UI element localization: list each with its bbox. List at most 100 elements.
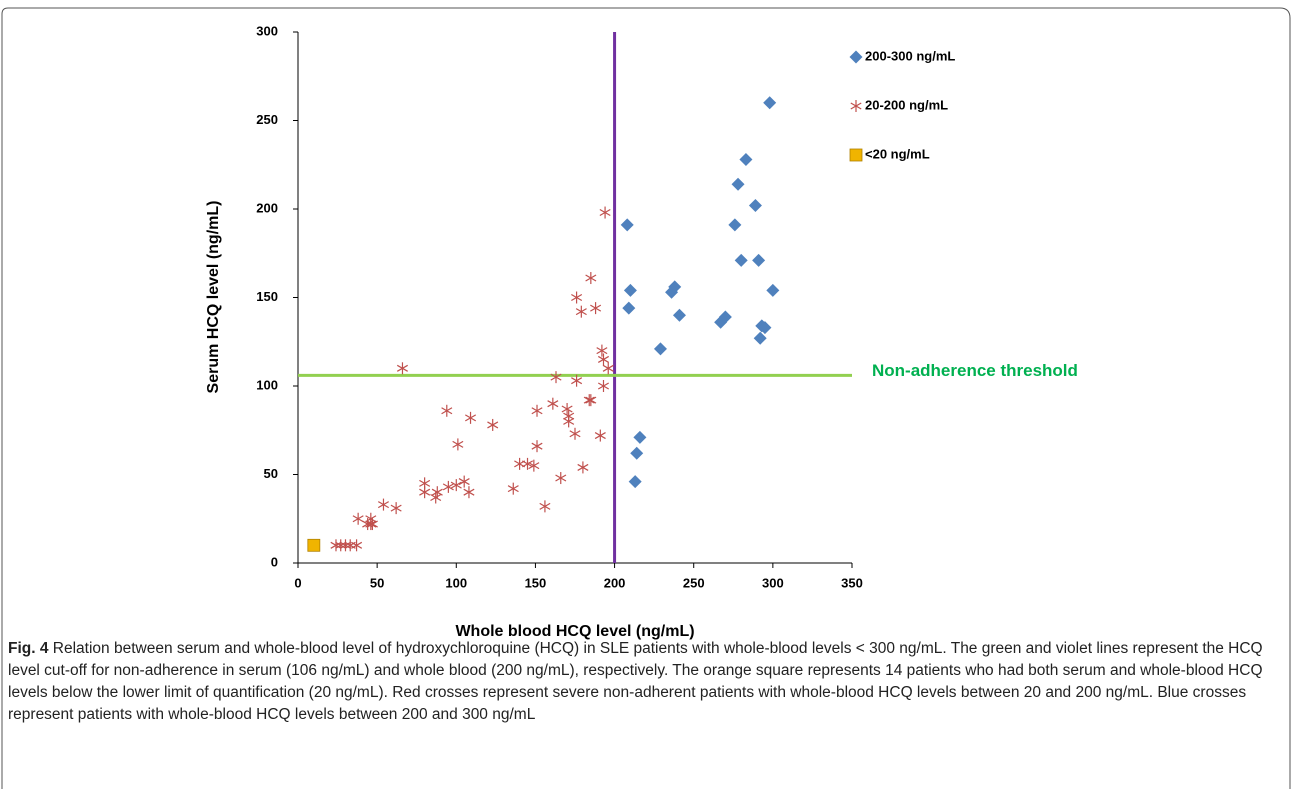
marker-stroke: [569, 430, 581, 438]
data-point: [339, 539, 352, 552]
data-point: [487, 418, 499, 431]
x-tick-label: 0: [294, 575, 301, 590]
x-tick-label: 300: [762, 575, 784, 590]
data-point: [571, 291, 583, 304]
data-point: [766, 283, 780, 297]
data-point: [465, 411, 477, 424]
data-point: [390, 502, 402, 515]
data-point: [597, 380, 610, 392]
data-point: [547, 397, 559, 410]
marker-stroke: [597, 382, 610, 390]
data-point: [419, 486, 431, 499]
data-point: [763, 96, 777, 110]
marker-stroke: [583, 396, 595, 404]
marker-stroke: [419, 488, 431, 496]
marker-stroke: [531, 407, 543, 415]
marker-stroke: [602, 364, 614, 372]
marker-stroke: [450, 481, 462, 489]
data-point: [458, 475, 470, 488]
data-point: [758, 321, 772, 335]
marker-stroke: [550, 373, 562, 381]
data-point: [307, 538, 321, 552]
marker-stroke: [365, 515, 377, 523]
data-point: [585, 272, 597, 285]
data-point: [463, 486, 475, 499]
y-tick-label: 250: [256, 112, 278, 127]
marker-stroke: [390, 504, 402, 512]
marker-stroke: [521, 460, 534, 468]
data-point: [731, 177, 745, 191]
y-tick-label: 100: [256, 377, 278, 392]
data-point: [352, 512, 364, 525]
data-point: [597, 353, 610, 366]
data-point: [450, 479, 462, 492]
data-point: [442, 480, 454, 493]
marker-stroke: [430, 493, 442, 502]
y-tick-label: 0: [271, 554, 278, 569]
y-tick-label: 200: [256, 200, 278, 215]
data-point: [734, 253, 748, 267]
legend-label: 20-200 ng/mL: [865, 97, 948, 112]
data-point: [396, 362, 408, 375]
marker-stroke: [452, 440, 464, 448]
data-point: [531, 404, 543, 417]
data-point: [718, 310, 732, 324]
data-point: [633, 430, 647, 444]
data-point: [596, 344, 608, 357]
marker-stroke: [594, 432, 606, 440]
marker-stroke: [577, 463, 589, 471]
data-point: [590, 302, 602, 315]
data-point: [748, 198, 762, 212]
marker-stroke: [419, 479, 431, 487]
x-tick-label: 50: [370, 575, 384, 590]
data-point: [452, 438, 464, 451]
marker-stroke: [561, 405, 573, 413]
marker-stroke: [596, 347, 608, 355]
legend-marker: [849, 148, 863, 162]
marker-stroke: [507, 485, 519, 493]
data-point: [728, 218, 742, 232]
marker-stroke: [458, 478, 470, 486]
legend-label: 200-300 ng/mL: [865, 48, 955, 63]
marker-stroke: [351, 541, 363, 549]
data-point: [653, 342, 667, 356]
marker-stroke: [571, 293, 583, 302]
legend-label: <20 ng/mL: [865, 146, 930, 161]
marker-stroke: [377, 501, 389, 509]
caption-label: Fig. 4: [8, 640, 49, 657]
data-point: [563, 415, 575, 428]
marker-stroke: [465, 414, 477, 422]
data-point: [507, 482, 519, 495]
data-point: [622, 301, 636, 315]
marker-stroke: [396, 364, 408, 372]
figure-border: [1, 7, 1291, 789]
x-tick-label: 150: [525, 575, 547, 590]
x-tick-label: 200: [604, 575, 626, 590]
y-tick-label: 300: [256, 23, 278, 38]
data-point: [431, 486, 443, 499]
data-point: [571, 374, 583, 387]
marker-stroke: [442, 483, 454, 491]
marker-stroke: [850, 102, 862, 110]
data-point: [620, 218, 634, 232]
data-point: [752, 253, 766, 267]
caption-text: Relation between serum and whole-blood l…: [8, 640, 1263, 723]
data-point: [521, 457, 534, 470]
marker-stroke: [431, 488, 443, 496]
data-point: [753, 331, 767, 345]
data-point: [672, 308, 686, 322]
data-point: [330, 539, 342, 552]
marker-stroke: [599, 209, 611, 217]
data-point: [623, 283, 637, 297]
data-point: [594, 429, 606, 442]
data-point: [555, 472, 567, 485]
marker-stroke: [487, 421, 499, 429]
data-point: [528, 459, 540, 472]
marker-stroke: [547, 400, 559, 408]
data-point: [602, 362, 614, 375]
y-tick-label: 150: [256, 289, 278, 304]
data-point: [585, 394, 597, 407]
marker-stroke: [352, 515, 364, 523]
data-point: [531, 440, 543, 453]
